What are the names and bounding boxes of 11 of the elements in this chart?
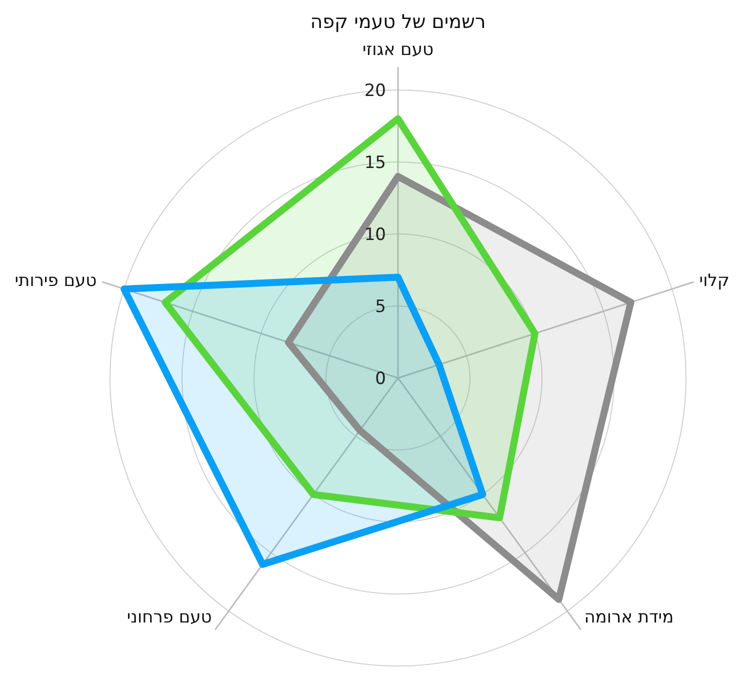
y-tick-label: 20 (364, 81, 386, 101)
y-tick-label: 5 (375, 297, 386, 317)
spoke-label: טעם אגוזי (362, 40, 434, 60)
y-tick-label: 10 (364, 225, 386, 245)
spoke-label: קלוי (699, 271, 730, 292)
spoke-label: מידת ארומה (584, 607, 674, 628)
y-tick-label: 15 (364, 153, 386, 173)
y-tick-label: 0 (375, 369, 386, 389)
spoke-label: טעם פרחוני (126, 607, 212, 628)
spoke-label: טעם פירותי (14, 271, 97, 292)
chart-title: רשמים של טעמי קפה (310, 11, 486, 33)
